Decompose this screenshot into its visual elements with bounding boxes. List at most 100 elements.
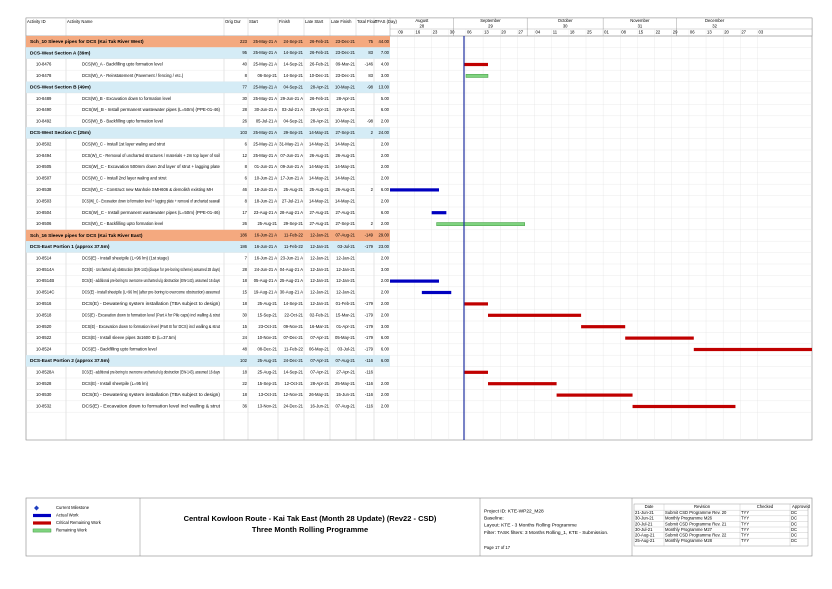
cell: 26-May-21 bbox=[309, 392, 330, 397]
cell: 12-Jan-21 bbox=[310, 267, 330, 272]
cell: 46 bbox=[242, 187, 247, 192]
revision-cell: TYY bbox=[741, 516, 749, 521]
cell: 25-May-21 A bbox=[253, 153, 277, 158]
group-name: DCS-East Portion 2 (approx 37.5m) bbox=[30, 358, 110, 364]
month-number: 32 bbox=[712, 24, 717, 29]
cell: 8 bbox=[245, 164, 248, 169]
activity-id: 10-8530 bbox=[36, 392, 52, 397]
cell: 6 bbox=[245, 176, 248, 181]
cell: 25-Aug-21 bbox=[257, 369, 277, 374]
group-band bbox=[26, 355, 390, 367]
activity-name: DCS(E) - additional pre-boring to overco… bbox=[82, 278, 220, 283]
week-label: 27 bbox=[518, 30, 523, 35]
gantt-bar bbox=[421, 290, 452, 295]
cell: -116 bbox=[365, 358, 374, 363]
cell: 07-Jun-21 A bbox=[280, 153, 303, 158]
cell: 18 bbox=[242, 392, 247, 397]
cell: 14-May-21 bbox=[335, 176, 356, 181]
cell: 26-Feb-21 bbox=[310, 50, 330, 55]
cell: 28-Apr-21 bbox=[310, 381, 329, 386]
cell: 25-May-21 A bbox=[253, 141, 277, 146]
page-number: Page 17 of 17 bbox=[484, 545, 511, 550]
revision-cell: DC bbox=[791, 510, 797, 515]
cell: 14-Sep-21 bbox=[283, 73, 303, 78]
week-label: 13 bbox=[484, 30, 489, 35]
footer-subtitle: Three Month Rolling Programme bbox=[252, 525, 368, 534]
cell: 95 bbox=[242, 50, 247, 55]
legend-swatch bbox=[32, 528, 52, 533]
cell: 25-May-21 A bbox=[253, 130, 277, 135]
column-header: Late Finish bbox=[331, 19, 352, 24]
group-name: Sch_16 Sleeve pipes for DCS (Kai Tak Riv… bbox=[30, 233, 143, 239]
week-label: 11 bbox=[553, 30, 558, 35]
cell: 2.00 bbox=[381, 312, 390, 317]
week-label: 29 bbox=[673, 30, 678, 35]
activity-id: 10-8490 bbox=[36, 107, 52, 112]
cell: 15-Sep-21 bbox=[257, 312, 277, 317]
month-label: September bbox=[480, 18, 501, 23]
cell: 16-Jun-21 bbox=[310, 404, 330, 409]
activity-id: 10-8514A bbox=[36, 267, 54, 272]
cell: 6.00 bbox=[381, 347, 390, 352]
cell: 15 bbox=[242, 324, 247, 329]
cell: 14-May-21 bbox=[335, 164, 356, 169]
cell: 2.00 bbox=[381, 278, 390, 283]
cell: 03-Jul-21 A bbox=[282, 107, 303, 112]
activity-id: 10-8528 bbox=[36, 381, 52, 386]
column-header: TFAS (Day) bbox=[375, 19, 397, 24]
week-label: 08 bbox=[621, 30, 626, 35]
cell: 09-Nov-21 bbox=[283, 324, 303, 329]
cell: 186 bbox=[240, 233, 248, 238]
activity-name: DCS(W)_B - Install permanent wastewater … bbox=[82, 107, 221, 112]
cell: 25-May-21 A bbox=[253, 39, 277, 44]
cell: 26-Aug-21 bbox=[309, 153, 329, 158]
group-name: DCS-West Section A (39m) bbox=[30, 50, 91, 56]
cell: 30-Jun-21 A bbox=[254, 107, 277, 112]
cell: 07-Aug-21 bbox=[335, 404, 355, 409]
cell: -179 bbox=[365, 301, 374, 306]
activity-id: 10-8504 bbox=[36, 210, 52, 215]
cell: 2.00 bbox=[381, 176, 390, 181]
cell: -116 bbox=[365, 404, 374, 409]
cell: 18-Jun-21 A bbox=[254, 198, 277, 203]
cell: 10-Nov-21 bbox=[257, 335, 277, 340]
activity-name: DCS(E) - Install sheetpile (L=96 lm) (af… bbox=[82, 290, 221, 295]
group-band bbox=[26, 36, 390, 48]
gantt-bar bbox=[632, 404, 736, 409]
cell: 03-Jul-21 bbox=[338, 244, 356, 249]
cell: 15-Jun-21 bbox=[336, 392, 356, 397]
cell: 12-Jan-21 bbox=[336, 255, 356, 260]
week-label: 16 bbox=[416, 30, 421, 35]
legend-label: Actual Work bbox=[56, 513, 79, 518]
cell: 77 bbox=[242, 84, 247, 89]
cell: 24-Dec-21 bbox=[283, 404, 303, 409]
cell: 26-Feb-21 bbox=[310, 96, 330, 101]
cell: 26-Aug-21 bbox=[335, 153, 355, 158]
cell: 2.00 bbox=[381, 119, 390, 124]
group-band bbox=[26, 47, 390, 59]
activity-id: 10-8506 bbox=[36, 221, 52, 226]
cell: 10-May-21 bbox=[335, 84, 356, 89]
cell: 23-Dec-21 bbox=[335, 73, 355, 78]
cell: 24.00 bbox=[379, 130, 390, 135]
table-frame bbox=[25, 17, 813, 441]
activity-name: DCS(W)_C - Construct new Manhole SMH606 … bbox=[82, 187, 213, 192]
cell: 25-May-21 A bbox=[253, 96, 277, 101]
gantt-bar bbox=[431, 211, 447, 215]
cell: 102 bbox=[240, 358, 248, 363]
revision-cell: DC bbox=[791, 533, 797, 538]
cell: 26 bbox=[242, 119, 247, 124]
cell: 07-Aug-21 bbox=[335, 358, 355, 363]
cell: 23-Aug-21 A bbox=[254, 210, 277, 215]
month-label: December bbox=[705, 18, 725, 23]
revision-cell: Submit CSD Programme Rev. 21 bbox=[665, 521, 727, 526]
cell: 15 bbox=[242, 290, 247, 295]
cell: 01-Apr-21 bbox=[336, 324, 355, 329]
cell: 27-Apr-21 bbox=[336, 369, 355, 374]
group-band bbox=[26, 241, 390, 253]
activity-name: DCS(W)_C - Install 2nd layer waling and … bbox=[82, 176, 167, 181]
legend-swatch bbox=[33, 513, 51, 518]
revision-cell: TYY bbox=[741, 527, 749, 532]
cell: -116 bbox=[365, 381, 374, 386]
cell: -179 bbox=[365, 347, 374, 352]
